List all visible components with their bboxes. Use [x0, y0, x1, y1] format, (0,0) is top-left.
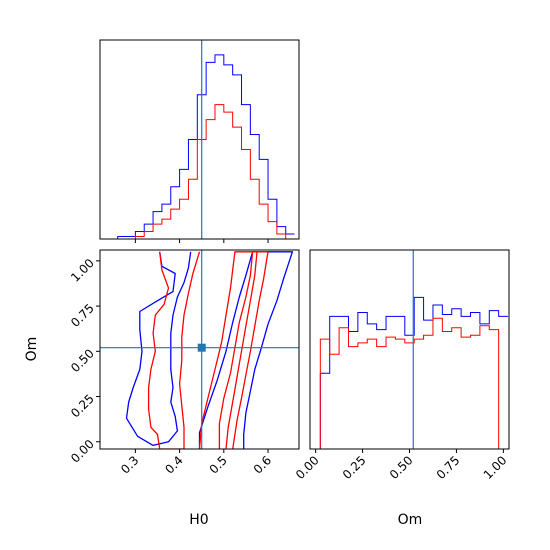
contour-y-tick-label: 1.00 — [68, 256, 97, 285]
contour-x-tick-label: 0.5 — [207, 453, 230, 476]
om-histogram-panel: 0.00 0.25 0.50 0.75 1.00 — [293, 249, 510, 482]
y-axis-label-om: Om — [24, 337, 40, 362]
om-hist-x-tick-label: 0.50 — [387, 453, 416, 482]
h0-om-contour-panel: 0.3 0.4 0.5 0.6 0.00 0.25 0.50 0.75 1.00 — [68, 249, 300, 477]
x-axis-label-om: Om — [398, 512, 423, 528]
contour-blue-level-1 — [198, 251, 294, 449]
om-hist-blue-series-line — [310, 296, 509, 449]
truth-marker — [197, 343, 206, 352]
contour-blue-level-0 — [125, 251, 192, 447]
h0-hist-axes-frame — [99, 39, 300, 240]
contour-x-tick-label: 0.4 — [162, 453, 185, 476]
om-hist-x-tick-label: 0.75 — [434, 453, 463, 482]
contour-red-level-4 — [218, 251, 258, 449]
contour-y-tick-label: 0.50 — [68, 346, 97, 375]
contour-y-tick-label: 0.75 — [68, 301, 97, 330]
om-hist-red-series-line — [310, 317, 509, 449]
h0-hist-red-series-line — [100, 104, 295, 239]
om-hist-x-tick-label: 1.00 — [481, 453, 510, 482]
om-hist-x-tick-label: 0.00 — [293, 453, 322, 482]
om-hist-axes-frame — [309, 249, 510, 450]
contour-axes-frame — [99, 249, 300, 450]
contour-x-tick-label: 0.3 — [118, 453, 141, 476]
contour-red-level-2 — [147, 251, 201, 449]
contour-y-tick-label: 0.00 — [68, 437, 97, 466]
contour-y-tick-label: 0.25 — [68, 392, 97, 421]
h0-histogram-panel — [99, 39, 300, 243]
om-hist-x-tick-label: 0.25 — [340, 453, 369, 482]
contour-x-tick-label: 0.6 — [251, 453, 274, 476]
contour-red-level-3 — [198, 251, 269, 449]
x-axis-label-h0: H0 — [189, 512, 208, 528]
